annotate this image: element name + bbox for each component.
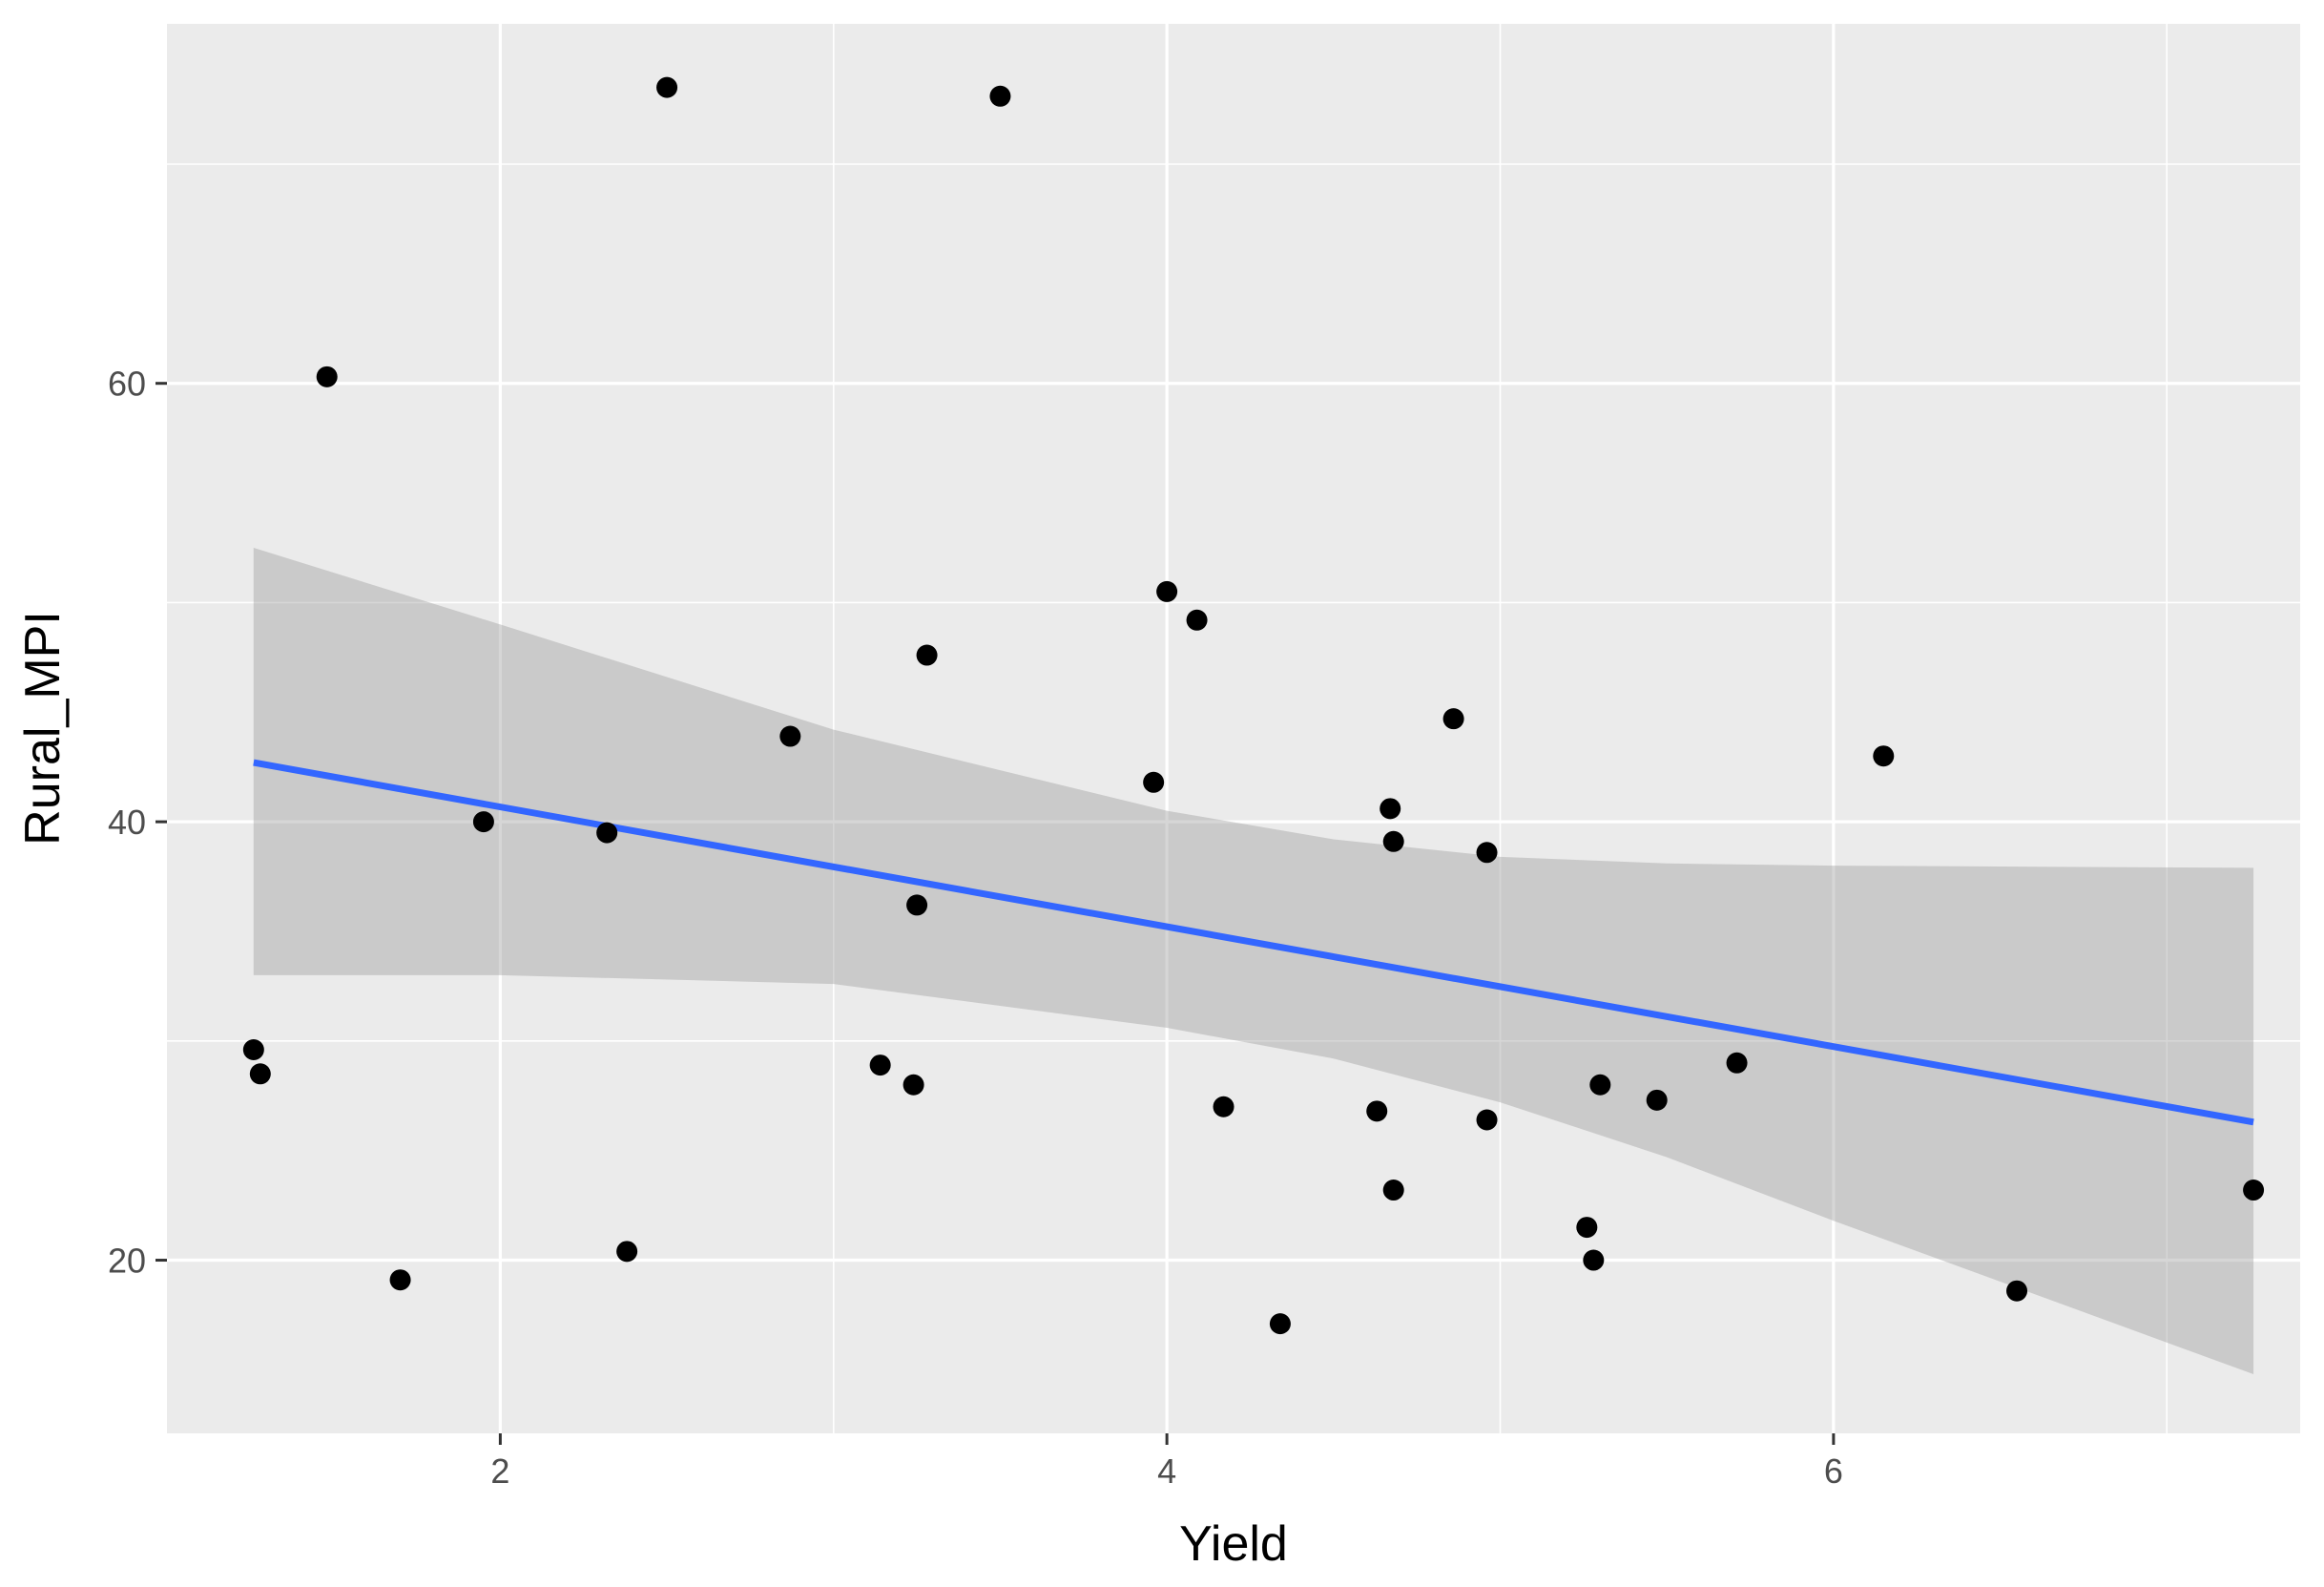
fit-line [253, 759, 2254, 1126]
y-axis-title: Rural_MPI [15, 611, 71, 846]
data-point-31 [1873, 745, 1895, 767]
data-point-32 [2006, 1280, 2028, 1302]
data-point-21 [1382, 830, 1404, 852]
data-point-5 [596, 822, 618, 844]
data-point-25 [1476, 1109, 1498, 1131]
data-point-28 [1589, 1074, 1611, 1096]
data-point-16 [1186, 609, 1208, 631]
data-point-0 [242, 1039, 264, 1061]
data-point-17 [1213, 1096, 1235, 1117]
y-axis: 20 40 60 [108, 365, 167, 1281]
data-point-30 [1726, 1052, 1748, 1074]
x-axis-title: Yield [1179, 1516, 1288, 1572]
data-point-14 [1143, 771, 1165, 793]
grid-minor [167, 24, 2300, 1433]
data-point-20 [1380, 798, 1401, 820]
points-layer [242, 76, 2265, 1335]
confidence-band [253, 548, 2254, 1374]
fit-line-layer [253, 759, 2254, 1126]
plot-panel [167, 24, 2300, 1433]
data-point-2 [316, 365, 338, 387]
x-axis: 2 4 6 [490, 1433, 1843, 1491]
data-point-26 [1576, 1217, 1598, 1239]
data-point-7 [656, 76, 678, 98]
x-tick-label-0: 2 [490, 1451, 509, 1491]
data-point-10 [903, 1074, 924, 1096]
data-point-3 [389, 1269, 411, 1291]
data-point-18 [1269, 1313, 1291, 1335]
data-point-27 [1583, 1249, 1605, 1271]
data-point-1 [249, 1063, 271, 1085]
y-tick-label-0: 20 [108, 1242, 146, 1281]
data-point-15 [1156, 580, 1178, 602]
data-point-19 [1366, 1100, 1388, 1122]
data-point-4 [472, 811, 494, 833]
confidence-band-layer [253, 548, 2254, 1374]
data-point-23 [1442, 708, 1464, 730]
data-point-29 [1646, 1089, 1668, 1111]
data-point-9 [869, 1055, 891, 1076]
grid-major [167, 24, 2300, 1433]
data-point-12 [916, 644, 938, 666]
data-point-11 [906, 894, 928, 916]
x-tick-label-1: 4 [1157, 1451, 1176, 1491]
y-tick-label-2: 60 [108, 365, 146, 404]
data-point-13 [989, 85, 1011, 107]
data-point-6 [616, 1241, 638, 1263]
data-point-24 [1476, 842, 1498, 864]
data-point-8 [779, 725, 801, 747]
x-tick-label-2: 6 [1824, 1451, 1843, 1491]
y-tick-label-1: 40 [108, 803, 146, 842]
data-point-33 [2243, 1180, 2265, 1201]
data-point-22 [1382, 1180, 1404, 1201]
